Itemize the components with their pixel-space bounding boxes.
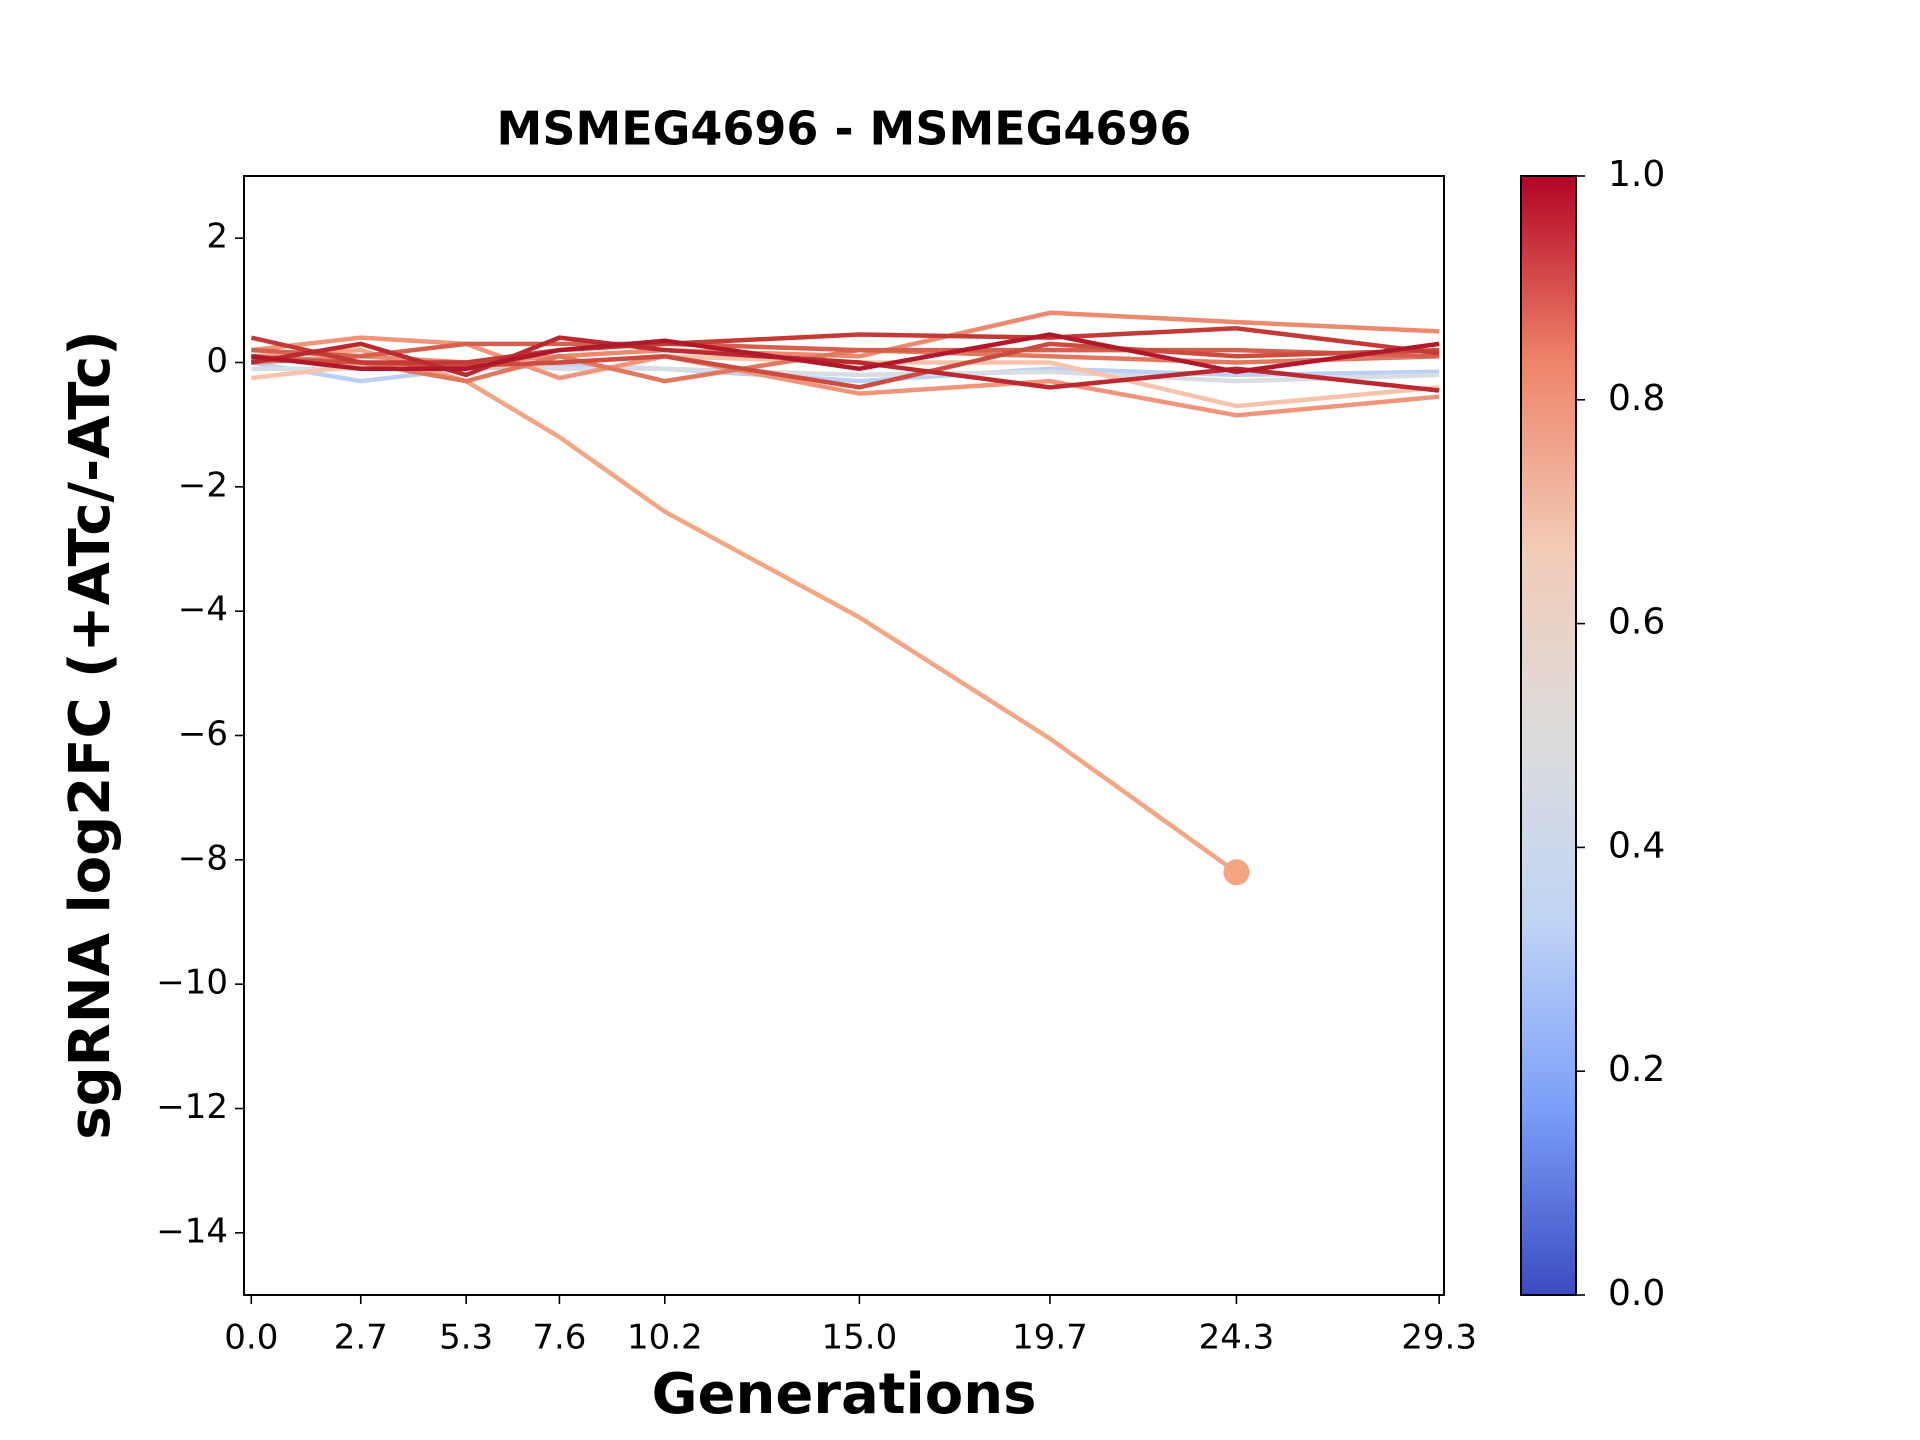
y-tick-label: −2 bbox=[178, 465, 228, 505]
x-tick-label: 24.3 bbox=[1199, 1318, 1275, 1358]
y-axis-label: sgRNA log2FC (+ATc/-ATc) bbox=[58, 330, 123, 1140]
colorbar-tick-label: 0.0 bbox=[1608, 1273, 1665, 1314]
y-tick-label: 2 bbox=[206, 217, 228, 257]
series-line bbox=[250, 326, 1440, 365]
y-tick-label: −14 bbox=[156, 1211, 228, 1251]
chart-title: MSMEG4696 - MSMEG4696 bbox=[497, 102, 1192, 156]
series-line bbox=[251, 332, 1440, 375]
colorbar-tick-label: 0.4 bbox=[1608, 825, 1665, 866]
y-tick-label: −10 bbox=[156, 963, 228, 1003]
series-line bbox=[250, 335, 1440, 393]
x-tick-label: 29.3 bbox=[1401, 1318, 1477, 1358]
colorbar bbox=[1520, 175, 1577, 1296]
end-marker bbox=[1223, 859, 1250, 886]
y-tick-label: −6 bbox=[178, 714, 228, 754]
x-tick-label: 15.0 bbox=[822, 1318, 898, 1358]
x-tick-label: 0.0 bbox=[224, 1318, 278, 1358]
colorbar-tick-label: 0.2 bbox=[1608, 1049, 1665, 1090]
colorbar-tick-label: 0.6 bbox=[1608, 602, 1665, 643]
series-line bbox=[251, 347, 1238, 875]
x-tick-label: 5.3 bbox=[439, 1318, 493, 1358]
colorbar-tick-label: 1.0 bbox=[1608, 154, 1665, 195]
y-tick-label: 0 bbox=[206, 341, 228, 381]
x-axis-label: Generations bbox=[652, 1362, 1037, 1427]
x-tick-label: 2.7 bbox=[334, 1318, 388, 1358]
x-tick-label: 10.2 bbox=[627, 1318, 703, 1358]
y-tick-label: −8 bbox=[178, 838, 228, 878]
plot-frame bbox=[243, 175, 1445, 1296]
y-tick-label: −4 bbox=[178, 590, 228, 630]
x-tick-label: 7.6 bbox=[532, 1318, 586, 1358]
colorbar-tick-label: 0.8 bbox=[1608, 378, 1665, 419]
x-tick-label: 19.7 bbox=[1012, 1318, 1088, 1358]
y-tick-label: −12 bbox=[156, 1087, 228, 1127]
